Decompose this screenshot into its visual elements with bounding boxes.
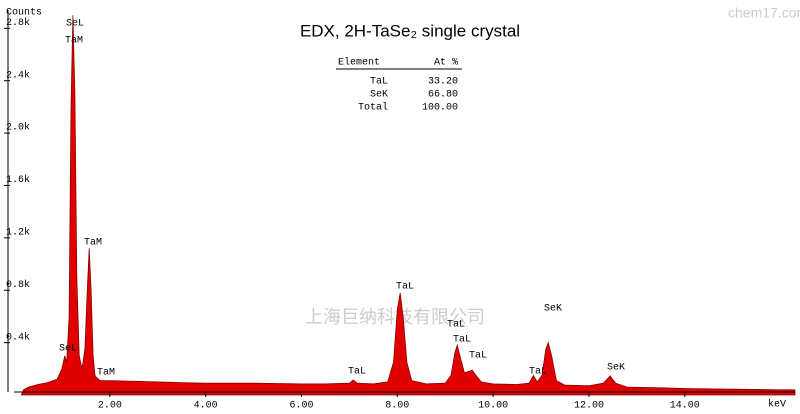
table-cell: SeK bbox=[370, 90, 388, 101]
y-tick-label: 1.6k bbox=[6, 174, 30, 186]
y-axis-label: Counts bbox=[6, 8, 42, 19]
peak-label: SeL bbox=[59, 344, 77, 355]
table-cell: TaL bbox=[370, 77, 388, 88]
peak-label: TaL bbox=[396, 282, 414, 293]
y-tick-label: 0.4k bbox=[6, 331, 30, 343]
spectrum-area bbox=[20, 15, 796, 396]
watermark: chem17.com bbox=[728, 5, 800, 21]
peak-label: TaM bbox=[84, 238, 102, 249]
chart-title: EDX, 2H-TaSe₂ single crystal bbox=[300, 21, 520, 40]
watermark: 上海巨纳科技有限公司 bbox=[305, 307, 485, 327]
x-axis-label: keV bbox=[768, 399, 786, 411]
y-tick-label: 1.2k bbox=[6, 226, 30, 238]
peak-label: TaL bbox=[529, 367, 547, 378]
x-tick-label: 6.00 bbox=[289, 401, 313, 412]
x-tick-label: 14.00 bbox=[670, 401, 700, 412]
peak-label: TaL bbox=[469, 351, 487, 362]
peak-label: SeK bbox=[544, 304, 562, 315]
table-cell: 33.20 bbox=[428, 77, 458, 88]
peak-label: TaM bbox=[97, 368, 115, 379]
peak-label: TaL bbox=[453, 335, 471, 346]
table-cell: Total bbox=[358, 102, 388, 114]
x-tick-label: 2.00 bbox=[98, 401, 122, 412]
peak-label: SeL bbox=[66, 19, 84, 30]
x-tick-label: 10.00 bbox=[478, 401, 508, 412]
peak-label: SeK bbox=[607, 363, 625, 374]
x-tick-label: 8.00 bbox=[385, 401, 409, 412]
x-tick-label: 12.00 bbox=[574, 401, 604, 412]
y-tick-label: 2.4k bbox=[6, 69, 30, 81]
y-tick-label: 0.8k bbox=[6, 279, 30, 291]
table-cell: 66.80 bbox=[428, 90, 458, 101]
y-tick-label: 2.8k bbox=[6, 17, 30, 29]
table-header: At % bbox=[434, 58, 458, 69]
peak-label: TaM bbox=[65, 36, 83, 47]
y-tick-label: 2.0k bbox=[6, 122, 30, 134]
table-header: Element bbox=[338, 57, 380, 69]
peak-label: TaL bbox=[348, 367, 366, 378]
x-tick-label: 4.00 bbox=[194, 401, 218, 412]
peak-label: TaL bbox=[447, 320, 465, 331]
table-cell: 100.00 bbox=[422, 103, 458, 114]
